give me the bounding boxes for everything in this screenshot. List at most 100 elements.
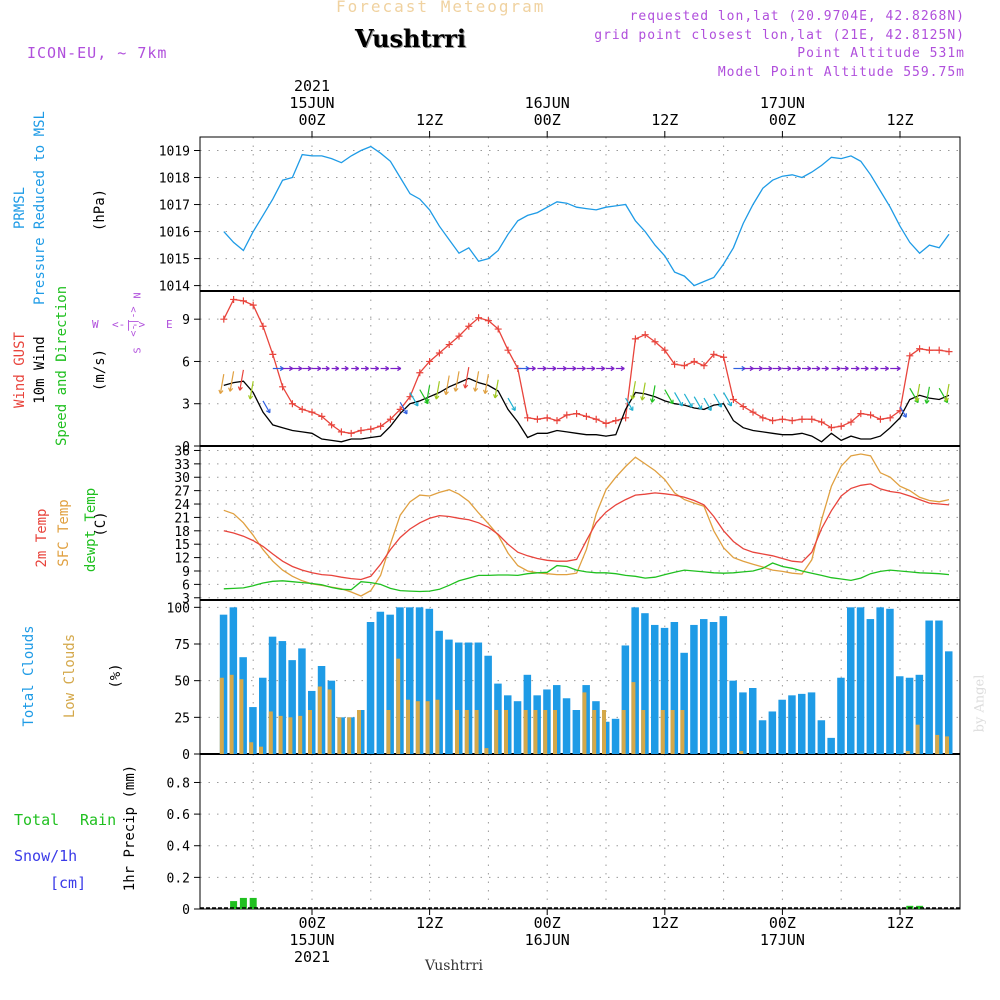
total-cloud-bar <box>719 616 728 754</box>
wind-direction-arrow <box>899 406 907 418</box>
rain-bar <box>916 905 924 909</box>
y-tick-label: 12 <box>174 552 190 567</box>
total-cloud-bar <box>268 636 277 754</box>
gust-marker <box>631 335 639 343</box>
gust-marker <box>465 322 473 330</box>
panel-frame <box>199 445 961 601</box>
x-tick-label-top: 16JUN <box>525 94 570 112</box>
total-cloud-bar <box>631 607 639 754</box>
x-tick-label-bottom: 00Z <box>298 914 325 932</box>
gust-marker <box>504 346 512 354</box>
wind-direction-arrow <box>249 381 254 400</box>
total-cloud-bar <box>866 619 875 754</box>
wind-direction-arrow <box>239 369 244 391</box>
y-tick-label: 1017 <box>159 199 190 214</box>
x-tick-label-bottom: 00Z <box>534 914 561 932</box>
wind-direction-arrow <box>713 393 722 408</box>
total-cloud-bar <box>288 660 296 754</box>
wind-direction-arrow <box>262 400 271 414</box>
wind-arrow-head <box>581 365 586 372</box>
wind-direction-arrow <box>651 385 656 403</box>
total-cloud-bar <box>778 699 786 754</box>
low-cloud-bar <box>229 674 234 754</box>
gust-marker <box>455 332 463 340</box>
total-cloud-bar <box>798 693 806 754</box>
low-cloud-bar <box>533 710 538 754</box>
wind-arrow-head <box>914 397 920 402</box>
grid-point-coordinates: grid point closest lon,lat (21E, 42.8125… <box>594 28 965 43</box>
gust-marker <box>475 314 483 322</box>
total-cloud-bar <box>768 711 777 754</box>
low-cloud-bar <box>641 710 646 754</box>
low-cloud-bar <box>298 715 303 754</box>
footer-location: Vushtrri <box>425 958 483 974</box>
low-cloud-bar <box>259 746 263 754</box>
total-cloud-bar <box>406 607 414 754</box>
wind-arrow-head <box>797 365 802 372</box>
total-cloud-bar <box>435 630 443 754</box>
x-tick-label-top: 12Z <box>651 111 678 129</box>
y-tick-label: 3 <box>182 398 190 413</box>
gust-marker <box>230 295 238 303</box>
total-cloud-bar <box>425 608 434 754</box>
gust-marker <box>269 350 277 358</box>
low-cloud-bar <box>474 710 479 754</box>
x-tick-label-top: 00Z <box>769 111 796 129</box>
low-cloud-bar <box>915 724 920 754</box>
low-cloud-bar <box>592 710 597 754</box>
wind-direction-arrow <box>445 375 450 395</box>
wind-arrow-head <box>943 397 950 402</box>
total-cloud-bar <box>366 622 375 754</box>
x-tick-label-bottom: 2021 <box>294 948 330 966</box>
y-tick-label: 36 <box>174 444 190 459</box>
wind-arrow-head <box>678 401 684 407</box>
wind-arrow-head <box>855 365 860 372</box>
wind-arrow-head <box>601 365 606 372</box>
wind-arrow-head <box>727 401 733 407</box>
total-cloud-bar <box>925 620 933 754</box>
gust-marker <box>729 396 737 403</box>
wind-arrow-head <box>620 365 625 372</box>
gust-marker <box>720 353 728 361</box>
y-tick-label: 75 <box>174 638 190 653</box>
requested-coordinates: requested lon,lat (20.9704E, 42.8268N) <box>629 9 965 24</box>
wind-direction-arrow <box>484 374 489 394</box>
low-cloud-bar <box>396 658 401 754</box>
gust-marker <box>759 414 767 422</box>
gust-marker <box>357 427 365 434</box>
gust-marker <box>906 352 914 360</box>
gust-marker <box>798 415 806 423</box>
gust-marker <box>259 322 267 330</box>
wind-arrow-head <box>717 403 723 408</box>
total-cloud-bar <box>455 642 463 754</box>
gust-marker <box>308 408 316 416</box>
gust-marker <box>671 360 679 368</box>
total-cloud-bar <box>641 613 649 754</box>
wind-arrow-head <box>669 399 674 405</box>
wind-arrow-head <box>289 365 294 372</box>
total-rain-label-rain: Rain <box>80 811 117 829</box>
gust-marker <box>749 408 757 416</box>
y-tick-label: 30 <box>174 471 190 486</box>
y-tick-label: 0.4 <box>167 840 191 855</box>
total-cloud-bar <box>670 622 679 754</box>
low-cloud-bar <box>945 736 949 754</box>
total-cloud-bar <box>915 674 924 754</box>
x-tick-label-top: 00Z <box>534 111 561 129</box>
wind-arrow-head <box>591 365 596 372</box>
wind-arrow-head <box>218 389 224 394</box>
total-cloud-bar <box>847 607 855 754</box>
wind-arrow-head <box>531 365 536 372</box>
total-cloud-bar <box>856 607 865 754</box>
total-cloud-bar <box>739 692 747 754</box>
wind-direction-arrow <box>409 392 419 407</box>
compass-east: E <box>166 318 173 331</box>
total-cloud-bar <box>876 607 884 754</box>
gust-marker <box>279 383 287 391</box>
total-cloud-bar <box>729 680 737 754</box>
panel-frame <box>199 136 961 292</box>
gust-marker <box>367 425 375 433</box>
wind-arrow-head <box>307 365 312 372</box>
wind-arrow-head <box>355 365 360 372</box>
